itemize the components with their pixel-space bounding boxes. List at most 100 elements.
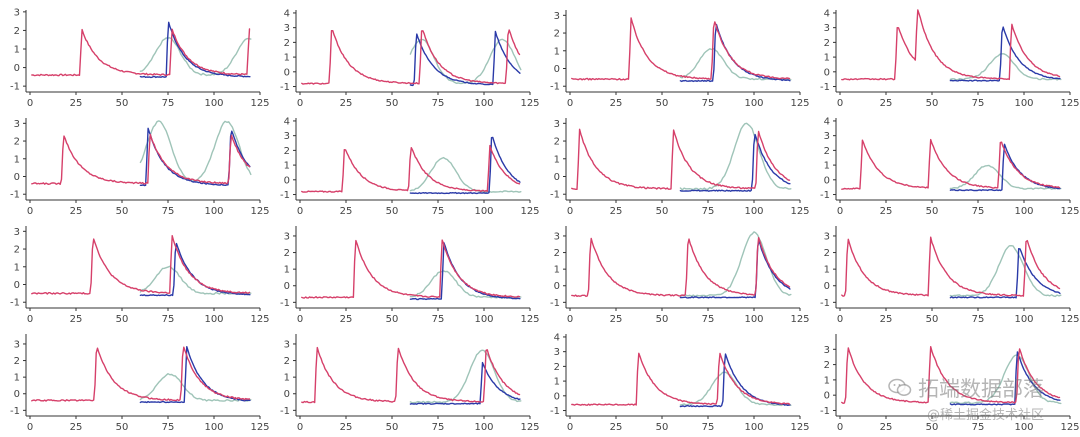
x-tick-label: 25 [880,98,893,109]
y-tick-label: 3 [14,227,20,238]
forecast-dark-line [139,21,251,79]
x-tick-label: 100 [204,422,223,433]
y-tick-label: 3 [14,119,20,130]
panel-11: 0 25 50 75 100 125 -1 0 1 2 3 [550,226,810,325]
x-tick-label: 75 [702,98,715,109]
y-tick-label: 4 [824,8,830,19]
x-tick-label: 0 [837,314,843,325]
y-tick-label: -1 [820,190,830,201]
x-tick-label: 100 [204,98,223,109]
forecast-dark-line [409,136,521,195]
forecast-light-line [139,373,252,402]
x-tick-label: 25 [70,98,83,109]
y-tick-label: 2 [14,137,20,148]
x-tick-label: 125 [790,314,809,325]
y-tick-label: -1 [820,298,830,309]
y-tick-label: -1 [550,82,560,93]
x-tick-label: 75 [432,206,445,217]
forecast-dark-line [409,30,521,87]
y-tick-label: 3 [824,131,830,142]
y-tick-label: 2 [554,29,560,40]
y-tick-label: 2 [14,245,20,256]
forecast-light-line [409,38,522,85]
y-tick-label: 3 [554,347,560,358]
x-tick-label: 75 [162,98,175,109]
actual-line [841,138,1061,190]
forecast-light-line [949,354,1062,405]
x-tick-label: 125 [250,98,269,109]
x-tick-label: 50 [926,422,939,433]
y-tick-label: -1 [10,190,20,201]
forecast-light-line [949,53,1062,81]
x-tick-label: 75 [972,98,985,109]
x-tick-label: 100 [474,98,493,109]
x-tick-label: 25 [880,422,893,433]
x-tick-label: 75 [702,206,715,217]
y-tick-label: 1 [824,161,830,172]
x-tick-label: 125 [250,422,269,433]
x-tick-label: 50 [116,98,129,109]
forecast-dark-line [139,242,251,297]
forecast-dark-line [139,346,251,404]
x-tick-label: 25 [340,98,353,109]
y-tick-label: 3 [284,23,290,34]
actual-line [841,236,1061,297]
y-tick-label: 2 [824,38,830,49]
x-tick-label: 75 [432,422,445,433]
x-tick-label: 100 [744,422,763,433]
forecast-light-line [679,371,792,407]
y-tick-label: 3 [284,339,290,350]
x-tick-label: 0 [27,206,33,217]
y-tick-label: -1 [280,82,290,93]
forecast-dark-line [679,353,791,408]
x-tick-label: 25 [610,314,623,325]
y-tick-label: 1 [14,262,20,273]
x-tick-label: 50 [386,98,399,109]
x-tick-label: 75 [702,314,715,325]
forecast-dark-line [949,248,1061,299]
y-tick-label: 2 [824,146,830,157]
y-tick-label: 4 [824,116,830,127]
x-tick-label: 125 [1060,206,1079,217]
x-tick-label: 50 [926,314,939,325]
x-tick-label: 75 [162,422,175,433]
x-tick-label: 125 [250,314,269,325]
x-tick-label: 125 [1060,314,1079,325]
x-tick-label: 75 [432,314,445,325]
x-tick-label: 75 [162,314,175,325]
panel-5: 0 25 50 75 100 125 -1 0 1 2 3 [10,118,270,217]
forecast-light-line [679,231,792,298]
x-tick-label: 125 [790,206,809,217]
y-tick-label: -1 [280,190,290,201]
forecast-light-line [139,37,252,77]
x-tick-label: 50 [656,422,669,433]
y-tick-label: 0 [14,63,20,74]
panel-9: 0 25 50 75 100 125 -1 0 1 2 3 [10,226,270,325]
x-tick-label: 100 [204,314,223,325]
actual-line [301,346,521,404]
y-tick-label: 1 [284,53,290,64]
actual-line [841,9,1061,81]
x-tick-label: 25 [340,206,353,217]
x-tick-label: 0 [567,206,573,217]
x-tick-label: 25 [340,314,353,325]
x-tick-label: 50 [656,314,669,325]
forecast-light-line [949,164,1062,190]
x-tick-label: 25 [880,206,893,217]
actual-line [571,17,791,81]
y-tick-label: 1 [554,46,560,57]
y-tick-label: 0 [14,280,20,291]
panel-1: 0 25 50 75 100 125 -1 0 1 2 3 [10,7,270,109]
x-tick-label: 100 [474,314,493,325]
y-tick-label: 3 [824,231,830,242]
y-tick-label: 1 [554,265,560,276]
y-tick-label: 3 [14,339,20,350]
y-tick-label: -1 [820,82,830,93]
x-tick-label: 0 [567,98,573,109]
x-tick-label: 0 [837,206,843,217]
x-tick-label: 25 [340,422,353,433]
x-tick-label: 125 [250,206,269,217]
y-tick-label: 0 [824,281,830,292]
x-tick-label: 25 [610,422,623,433]
